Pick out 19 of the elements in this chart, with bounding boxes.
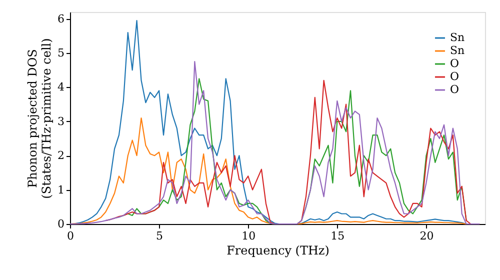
y-tick-label: 6 [58, 12, 64, 26]
y-tick-label: 1 [58, 183, 64, 196]
legend-label: O [450, 57, 460, 70]
legend-label: Sn [450, 31, 465, 44]
y-tick-label: 5 [58, 46, 64, 60]
y-tick-label: 0 [58, 218, 64, 230]
x-tick-label: 5 [156, 230, 164, 242]
y-axis-title: Phonon projected DOS (States/THz·primitive cell) [26, 38, 54, 199]
x-tick-label: 20 [420, 230, 434, 242]
y-tick-label: 2 [58, 149, 64, 162]
y-tick-label: 4 [58, 80, 64, 94]
x-tick-label: 15 [330, 230, 345, 242]
legend-label: O [450, 70, 460, 83]
legend-label: O [450, 83, 460, 96]
legend-label: Sn [450, 44, 465, 57]
x-tick-label: 0 [67, 230, 74, 242]
x-tick-label: 10 [242, 230, 256, 242]
y-tick-label: 3 [58, 114, 64, 128]
x-axis-title: Frequency (THz) [226, 244, 330, 258]
